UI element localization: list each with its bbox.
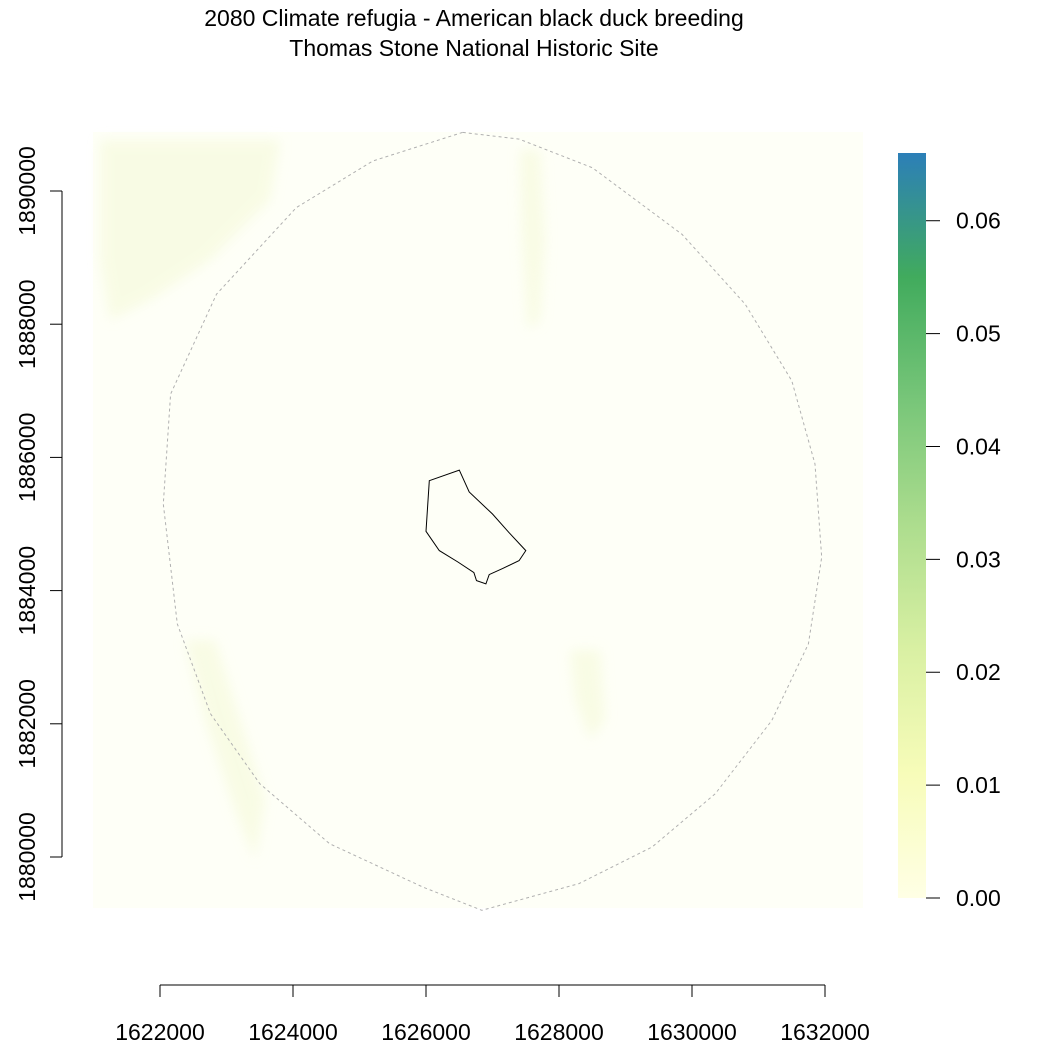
map-subtitle: Thomas Stone National Historic Site xyxy=(289,35,658,61)
x-tick-label: 1626000 xyxy=(381,1019,471,1045)
legend-tick-label: 0.04 xyxy=(956,433,1001,459)
raster-patch-southeast xyxy=(570,650,605,740)
y-tick-label: 1884000 xyxy=(14,546,40,636)
x-axis: 1622000 1624000 1626000 1628000 1630000 16320… xyxy=(115,984,870,1045)
color-legend: 0.00 0.01 0.02 0.03 0.04 0.05 0.06 xyxy=(898,153,1001,911)
legend-tick-label: 0.05 xyxy=(956,321,1001,347)
y-tick-label: 1888000 xyxy=(14,279,40,369)
x-tick-label: 1624000 xyxy=(248,1019,338,1045)
raster-patch-southwest xyxy=(185,640,265,860)
x-axis-ticks: 1622000 1624000 1626000 1628000 1630000 16320… xyxy=(115,985,870,1045)
x-tick-label: 1622000 xyxy=(115,1019,205,1045)
map-title: 2080 Climate refugia - American black du… xyxy=(204,5,744,31)
y-tick-label: 1882000 xyxy=(14,679,40,769)
legend-tick-label: 0.01 xyxy=(956,772,1001,798)
y-tick-label: 1886000 xyxy=(14,413,40,503)
legend-color-bar xyxy=(898,153,926,898)
legend-tick-label: 0.03 xyxy=(956,546,1001,572)
park-boundary-outline xyxy=(425,469,527,585)
legend-ticks: 0.00 0.01 0.02 0.03 0.04 0.05 0.06 xyxy=(926,208,1001,911)
park-buffer-outline xyxy=(162,131,823,911)
y-axis: 1880000 1882000 1884000 1886000 1888000 18900… xyxy=(14,146,63,902)
y-tick-label: 1880000 xyxy=(14,812,40,902)
y-tick-label: 1890000 xyxy=(14,146,40,236)
legend-tick-label: 0.02 xyxy=(956,659,1001,685)
raster-background xyxy=(93,132,863,908)
raster-patch-north-stream xyxy=(520,150,545,330)
legend-tick-label: 0.00 xyxy=(956,885,1001,911)
x-tick-label: 1628000 xyxy=(514,1019,604,1045)
raster-texture xyxy=(100,140,605,860)
y-axis-ticks: 1880000 1882000 1884000 1886000 1888000 18900… xyxy=(14,146,62,902)
x-tick-label: 1632000 xyxy=(780,1019,870,1045)
legend-tick-label: 0.06 xyxy=(956,208,1001,234)
raster-layer xyxy=(93,132,863,908)
raster-patch-northwest xyxy=(100,140,280,320)
x-tick-label: 1630000 xyxy=(647,1019,737,1045)
